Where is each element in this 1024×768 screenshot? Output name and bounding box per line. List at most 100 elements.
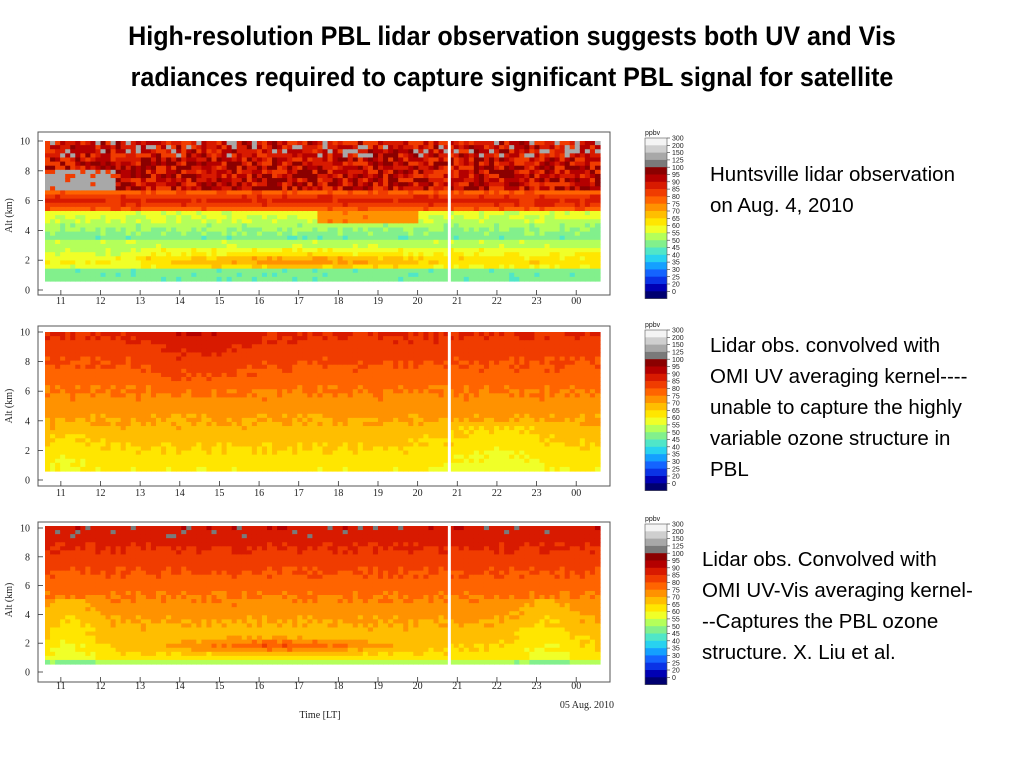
heatmap-cell: [433, 190, 440, 196]
heatmap-cell: [80, 401, 86, 407]
heatmap-cell: [95, 332, 102, 337]
heatmap-cell: [181, 458, 187, 464]
heatmap-cell: [85, 462, 92, 468]
heatmap-cell: [105, 202, 112, 208]
heatmap-cell: [433, 264, 440, 270]
heatmap-cell: [181, 239, 187, 245]
heatmap-cell: [60, 169, 66, 175]
heatmap-cell: [564, 198, 571, 204]
heatmap-cell: [130, 215, 137, 220]
heatmap-cell: [443, 264, 450, 270]
heatmap-cell: [574, 211, 581, 216]
heatmap-cell: [287, 272, 293, 278]
heatmap-cell: [357, 272, 364, 278]
heatmap-cell: [539, 264, 546, 270]
heatmap-cell: [196, 153, 203, 159]
heatmap-cell: [85, 336, 92, 341]
heatmap-cell: [478, 235, 485, 241]
heatmap-cell: [130, 401, 137, 407]
heatmap-cell: [60, 173, 66, 179]
heatmap-cell: [176, 276, 182, 282]
heatmap-cell: [130, 446, 137, 452]
heatmap-cell: [332, 173, 339, 179]
heatmap-cell: [438, 182, 445, 187]
heatmap-cell: [125, 235, 132, 241]
heatmap-cell: [256, 145, 263, 150]
heatmap-cell: [594, 182, 601, 187]
heatmap-cell: [378, 169, 384, 175]
heatmap-cell: [130, 372, 137, 378]
heatmap-cell: [161, 227, 167, 233]
heatmap-cell: [483, 165, 490, 171]
heatmap-cell: [302, 219, 308, 224]
heatmap-cell: [458, 272, 465, 278]
heatmap-cell: [494, 141, 500, 146]
heatmap-cell: [403, 198, 409, 204]
heatmap-cell: [277, 235, 283, 241]
heatmap-cell: [468, 198, 475, 204]
heatmap-cell: [499, 227, 505, 233]
heatmap-cell: [489, 157, 495, 163]
heatmap-cell: [559, 182, 566, 187]
heatmap-cell: [181, 256, 187, 262]
heatmap-cell: [176, 182, 182, 187]
heatmap-cell: [241, 239, 248, 245]
heatmap-cell: [443, 145, 450, 150]
heatmap-cell: [186, 352, 192, 358]
heatmap-cell: [554, 145, 561, 150]
heatmap-cell: [297, 215, 303, 220]
heatmap-cell: [287, 206, 293, 212]
heatmap-cell: [549, 252, 556, 257]
heatmap-cell: [95, 426, 102, 431]
heatmap-cell: [65, 215, 71, 220]
heatmap-cell: [130, 231, 137, 237]
heatmap-cell: [514, 141, 520, 146]
heatmap-cell: [206, 157, 213, 163]
heatmap-cell: [140, 417, 147, 423]
heatmap-cell: [145, 215, 152, 220]
heatmap-cell: [393, 243, 399, 249]
heatmap-cell: [100, 385, 107, 390]
heatmap-cell: [80, 223, 86, 229]
heatmap-cell: [494, 276, 500, 282]
heatmap-cell: [60, 239, 66, 245]
heatmap-cell: [45, 202, 51, 208]
heatmap-cell: [211, 153, 218, 159]
heatmap-cell: [206, 248, 213, 253]
heatmap-cell: [322, 260, 329, 266]
heatmap-cell: [161, 198, 167, 204]
heatmap-cell: [181, 442, 187, 448]
heatmap-cell: [539, 219, 546, 224]
heatmap-cell: [241, 206, 248, 212]
heatmap-cell: [55, 149, 61, 154]
heatmap-cell: [433, 157, 440, 163]
heatmap-cell: [105, 385, 112, 390]
heatmap-cell: [393, 190, 399, 196]
heatmap-cell: [478, 231, 485, 237]
heatmap-cell: [55, 243, 61, 249]
heatmap-cell: [176, 381, 182, 386]
heatmap-cell: [50, 413, 56, 419]
heatmap-cell: [458, 190, 465, 196]
heatmap-cell: [564, 264, 571, 270]
heatmap-cell: [307, 223, 314, 229]
heatmap-cell: [135, 264, 142, 270]
heatmap-cell: [95, 186, 102, 192]
heatmap-cell: [277, 182, 283, 187]
heatmap-cell: [150, 252, 157, 257]
heatmap-cell: [196, 145, 203, 150]
heatmap-cell: [539, 276, 546, 282]
heatmap-cell: [302, 169, 308, 175]
heatmap-cell: [453, 211, 460, 216]
heatmap-cell: [156, 368, 162, 374]
heatmap-cell: [231, 235, 238, 241]
heatmap-cell: [544, 149, 551, 154]
heatmap-cell: [150, 376, 157, 382]
heatmap-cell: [574, 157, 581, 163]
heatmap-cell: [135, 211, 142, 216]
heatmap-cell: [60, 376, 66, 382]
heatmap-cell: [418, 276, 425, 282]
heatmap-cell: [60, 248, 66, 253]
heatmap-cell: [125, 211, 132, 216]
heatmap-cell: [171, 243, 177, 249]
